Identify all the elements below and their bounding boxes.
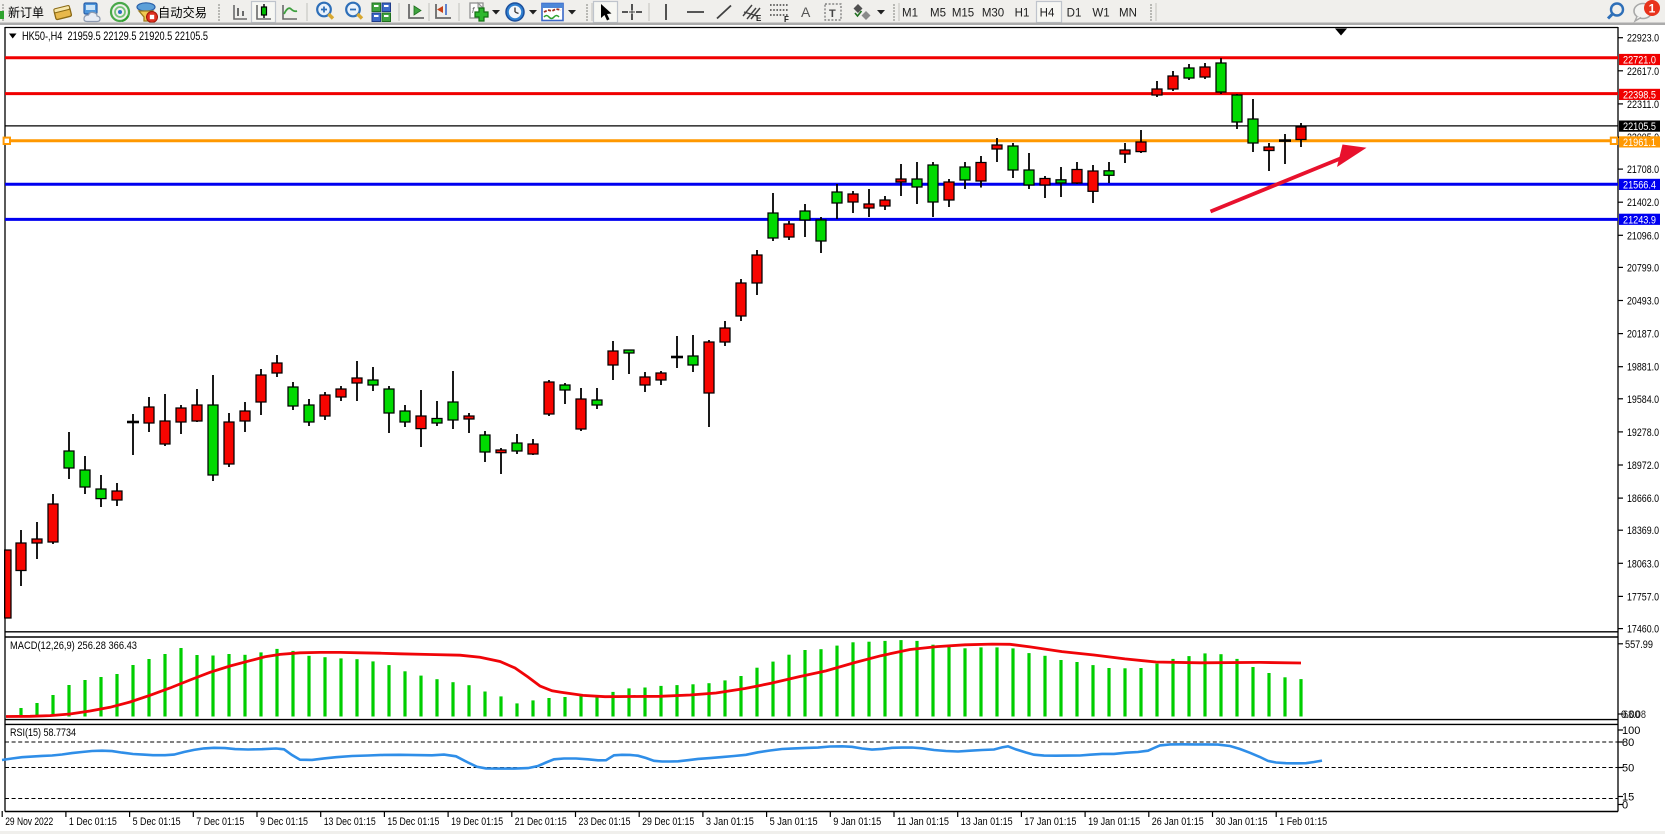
svg-text:MN: MN <box>1119 8 1137 20</box>
svg-text:D1: D1 <box>1067 8 1082 20</box>
svg-text:9 Jan 01:15: 9 Jan 01:15 <box>833 816 881 828</box>
svg-text:T: T <box>829 8 836 20</box>
svg-text:A: A <box>801 4 811 20</box>
svg-text:19278.0: 19278.0 <box>1627 427 1659 439</box>
svg-text:新订单: 新订单 <box>8 5 44 20</box>
svg-text:RSI(15) 58.7734: RSI(15) 58.7734 <box>10 727 76 739</box>
svg-text:21402.0: 21402.0 <box>1627 197 1659 209</box>
svg-text:1 Dec 01:15: 1 Dec 01:15 <box>69 816 117 828</box>
svg-text:18666.0: 18666.0 <box>1627 493 1659 505</box>
svg-text:11 Jan 01:15: 11 Jan 01:15 <box>897 816 949 828</box>
svg-text:HK50-,H4 21959.5 22129.5 2192: HK50-,H4 21959.5 22129.5 21920.5 22105.5 <box>22 29 208 43</box>
svg-text:19881.0: 19881.0 <box>1627 362 1659 374</box>
svg-text:21708.0: 21708.0 <box>1627 164 1659 176</box>
svg-text:17460.0: 17460.0 <box>1627 624 1659 636</box>
svg-text:80: 80 <box>1622 737 1634 749</box>
svg-text:20493.0: 20493.0 <box>1627 296 1659 308</box>
svg-text:18063.0: 18063.0 <box>1627 558 1659 570</box>
svg-text:M30: M30 <box>982 8 1004 20</box>
svg-text:20799.0: 20799.0 <box>1627 262 1659 274</box>
svg-text:21961.1: 21961.1 <box>1623 137 1656 149</box>
svg-text:W1: W1 <box>1092 8 1109 20</box>
svg-text:50: 50 <box>1622 763 1634 775</box>
svg-text:MACD(12,26,9) 256.28 366.43: MACD(12,26,9) 256.28 366.43 <box>10 640 137 652</box>
svg-text:29 Dec 01:15: 29 Dec 01:15 <box>642 816 694 828</box>
svg-text:7 Dec 01:15: 7 Dec 01:15 <box>196 816 244 828</box>
svg-text:15: 15 <box>1622 792 1634 804</box>
svg-text:22311.0: 22311.0 <box>1627 99 1659 111</box>
svg-text:f: f <box>472 6 475 15</box>
svg-text:22923.0: 22923.0 <box>1627 33 1659 45</box>
svg-text:26 Jan 01:15: 26 Jan 01:15 <box>1152 816 1204 828</box>
svg-text:21243.9: 21243.9 <box>1623 214 1656 226</box>
svg-text:21 Dec 01:15: 21 Dec 01:15 <box>515 816 567 828</box>
svg-text:20187.0: 20187.0 <box>1627 329 1659 341</box>
svg-text:17757.0: 17757.0 <box>1627 591 1659 603</box>
svg-text:22398.5: 22398.5 <box>1623 89 1656 101</box>
svg-text:19 Jan 01:15: 19 Jan 01:15 <box>1088 816 1140 828</box>
svg-text:21096.0: 21096.0 <box>1627 230 1659 242</box>
svg-text:21566.4: 21566.4 <box>1623 179 1656 191</box>
svg-text:22721.0: 22721.0 <box>1623 55 1656 67</box>
svg-text:5 Jan 01:15: 5 Jan 01:15 <box>770 816 818 828</box>
svg-text:22105.5: 22105.5 <box>1623 121 1656 133</box>
svg-text:19 Dec 01:15: 19 Dec 01:15 <box>451 816 503 828</box>
svg-text:M5: M5 <box>930 8 946 20</box>
svg-text:68.08: 68.08 <box>1623 709 1646 721</box>
svg-text:3 Jan 01:15: 3 Jan 01:15 <box>706 816 754 828</box>
svg-text:0: 0 <box>1622 800 1628 812</box>
svg-text:M15: M15 <box>952 8 974 20</box>
svg-text:H1: H1 <box>1015 8 1030 20</box>
svg-text:18972.0: 18972.0 <box>1627 460 1659 472</box>
svg-text:自动交易: 自动交易 <box>158 5 207 20</box>
svg-text:557.99: 557.99 <box>1625 639 1653 651</box>
svg-text:5 Dec 01:15: 5 Dec 01:15 <box>133 816 181 828</box>
svg-text:13 Dec 01:15: 13 Dec 01:15 <box>324 816 376 828</box>
svg-text:23 Dec 01:15: 23 Dec 01:15 <box>579 816 631 828</box>
svg-text:E: E <box>756 14 762 23</box>
svg-text:13 Jan 01:15: 13 Jan 01:15 <box>961 816 1013 828</box>
svg-text:19584.0: 19584.0 <box>1627 394 1659 406</box>
svg-text:0.00: 0.00 <box>1621 709 1640 721</box>
svg-text:1 Feb 01:15: 1 Feb 01:15 <box>1279 816 1327 828</box>
svg-text:17 Jan 01:15: 17 Jan 01:15 <box>1024 816 1076 828</box>
svg-text:18369.0: 18369.0 <box>1627 525 1659 537</box>
svg-text:100: 100 <box>1622 725 1640 737</box>
svg-text:22617.0: 22617.0 <box>1627 66 1659 78</box>
svg-text:1: 1 <box>1649 1 1656 15</box>
svg-text:15 Dec 01:15: 15 Dec 01:15 <box>387 816 439 828</box>
svg-text:M1: M1 <box>902 8 918 20</box>
svg-text:30 Jan 01:15: 30 Jan 01:15 <box>1216 816 1268 828</box>
svg-text:29 Nov 2022: 29 Nov 2022 <box>5 816 53 828</box>
svg-text:H4: H4 <box>1040 8 1055 20</box>
svg-text:9 Dec 01:15: 9 Dec 01:15 <box>260 816 308 828</box>
svg-text:F: F <box>784 15 789 24</box>
